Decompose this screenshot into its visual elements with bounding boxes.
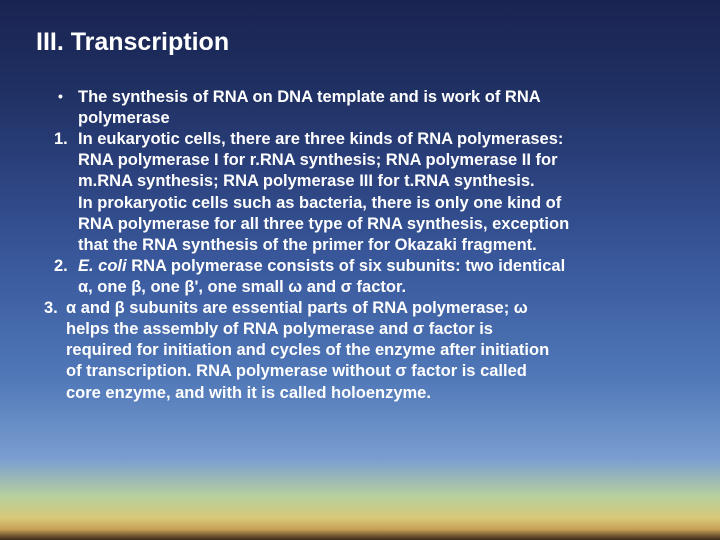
cont-row: . of transcription. RNA polymerase witho… (44, 361, 684, 382)
num-row: 3. α and β subunits are essential parts … (44, 298, 684, 319)
line-text: The synthesis of RNA on DNA template and… (78, 87, 684, 108)
line-text: m.RNA synthesis; RNA polymerase III for … (78, 171, 684, 192)
line-text: helps the assembly of RNA polymerase and… (66, 319, 684, 340)
line-text: RNA polymerase I for r.RNA synthesis; RN… (78, 150, 684, 171)
slide-body: • The synthesis of RNA on DNA template a… (36, 87, 684, 404)
line-text: core enzyme, and with it is called holoe… (66, 383, 684, 404)
line-text: that the RNA synthesis of the primer for… (78, 235, 684, 256)
cont-row: . that the RNA synthesis of the primer f… (54, 235, 684, 256)
line-text: E. coli RNA polymerase consists of six s… (78, 256, 684, 277)
slide-title: III. Transcription (36, 28, 684, 57)
cont-row: . required for initiation and cycles of … (44, 340, 684, 361)
line-text: In prokaryotic cells such as bacteria, t… (78, 193, 684, 214)
cont-row: . helps the assembly of RNA polymerase a… (44, 319, 684, 340)
line-text: RNA polymerase for all three type of RNA… (78, 214, 684, 235)
bullet-marker: • (54, 87, 78, 107)
cont-row: . RNA polymerase for all three type of R… (54, 214, 684, 235)
num-row: 2. E. coli RNA polymerase consists of si… (54, 256, 684, 277)
cont-row: . RNA polymerase I for r.RNA synthesis; … (54, 150, 684, 171)
num-marker: 3. (44, 298, 66, 319)
cont-row: . m.RNA synthesis; RNA polymerase III fo… (54, 171, 684, 192)
line-text: polymerase (78, 108, 684, 129)
bullet-row: • The synthesis of RNA on DNA template a… (54, 87, 684, 108)
line-text: required for initiation and cycles of th… (66, 340, 684, 361)
line-text: of transcription. RNA polymerase without… (66, 361, 684, 382)
line-text: α, one β, one β', one small ω and σ fact… (78, 277, 684, 298)
cont-row: . In prokaryotic cells such as bacteria,… (54, 193, 684, 214)
cont-row: . polymerase (54, 108, 684, 129)
italic-text: E. coli (78, 257, 127, 275)
num-row: 1. In eukaryotic cells, there are three … (54, 129, 684, 150)
num-marker: 1. (54, 129, 78, 150)
cont-row: . α, one β, one β', one small ω and σ fa… (54, 277, 684, 298)
line-text: In eukaryotic cells, there are three kin… (78, 129, 684, 150)
line-text: α and β subunits are essential parts of … (66, 298, 684, 319)
num-marker: 2. (54, 256, 78, 277)
cont-row: . core enzyme, and with it is called hol… (44, 383, 684, 404)
